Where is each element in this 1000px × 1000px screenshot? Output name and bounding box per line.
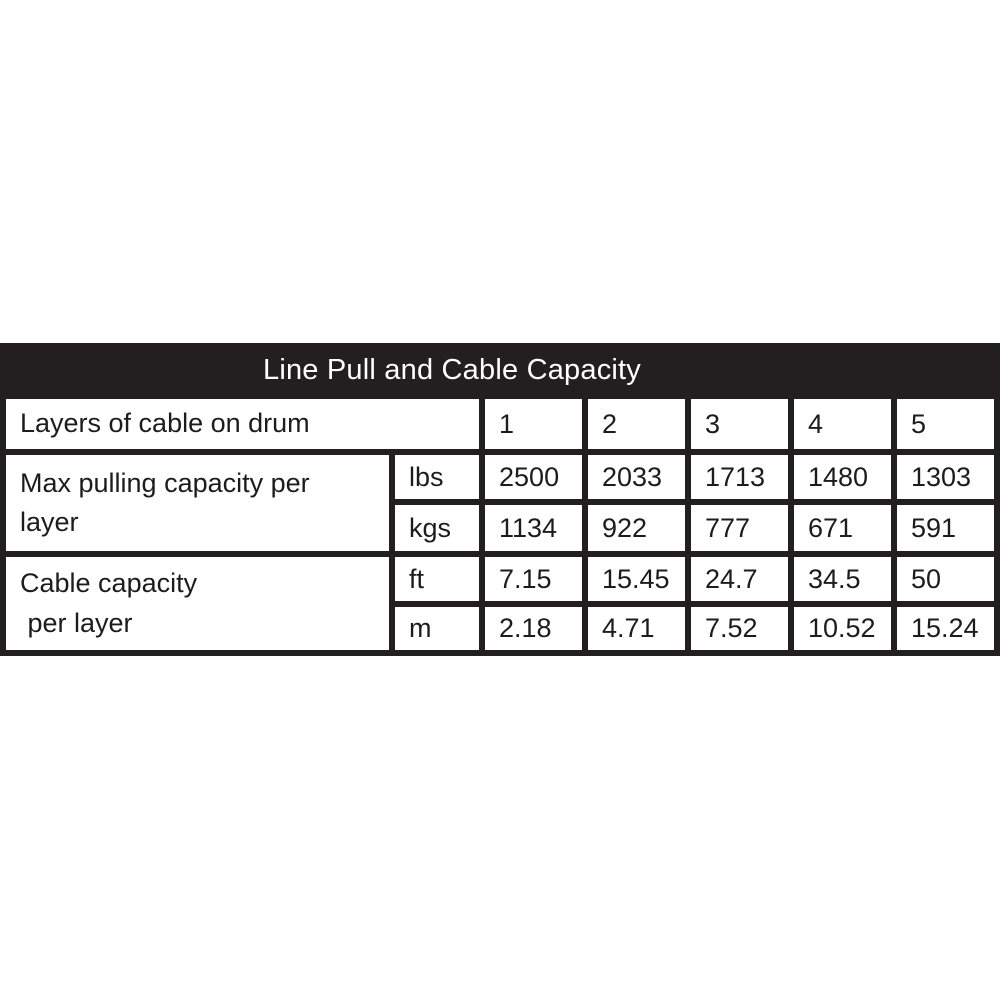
cable-capacity-m-layer-1: 2.18	[485, 607, 582, 650]
table-title-bar: Line Pull and Cable Capacity	[0, 343, 1000, 397]
max-pull-lbs-layer-3: 1713	[690, 455, 788, 499]
max-pull-lbs-layer-2: 2033	[588, 455, 685, 499]
layer-number-cell-2: 2	[588, 399, 685, 449]
unit-cell-m: m	[395, 607, 480, 650]
layer-number-cell-1: 1	[485, 399, 582, 449]
cable-capacity-ft-layer-2: 15.45	[588, 557, 685, 601]
cable-capacity-ft-layer-4: 34.5	[793, 557, 891, 601]
cable-capacity-m-layer-3: 7.52	[690, 607, 788, 650]
table-title: Line Pull and Cable Capacity	[263, 353, 641, 386]
layer-number-cell-4: 4	[793, 399, 891, 449]
table-row-max-pull-lbs: Max pulling capacity per layer lbs 2500 …	[6, 455, 994, 551]
unit-cell-kgs: kgs	[395, 505, 480, 551]
row-header-max-pulling-capacity: Max pulling capacity per layer	[6, 455, 389, 551]
table-row-layers: Layers of cable on drum 1 2 3 4 5	[6, 399, 994, 449]
unit-cell-ft: ft	[395, 557, 480, 601]
max-pull-lbs-layer-1: 2500	[485, 455, 582, 499]
cable-capacity-m-layer-4: 10.52	[793, 607, 891, 650]
row-header-layers: Layers of cable on drum	[6, 399, 480, 449]
table-row-cable-capacity-ft: Cable capacity per layer ft 7.15 15.45 2…	[6, 557, 994, 650]
row-header-cable-capacity: Cable capacity per layer	[6, 557, 389, 650]
cable-capacity-ft-layer-3: 24.7	[690, 557, 788, 601]
max-pull-kgs-layer-2: 922	[588, 505, 685, 551]
max-pull-kgs-layer-4: 671	[793, 505, 891, 551]
table-row-cable-capacity-m: m 2.18 4.71 7.52 10.52 15.24	[6, 607, 994, 650]
cable-capacity-ft-layer-1: 7.15	[485, 557, 582, 601]
capacity-grid: Layers of cable on drum 1 2 3 4 5 Max pu…	[0, 393, 1000, 656]
max-pull-lbs-layer-5: 1303	[896, 455, 994, 499]
table-row-max-pull-kgs: kgs 1134 922 777 671 591	[6, 505, 994, 551]
layer-number-cell-5: 5	[896, 399, 994, 449]
unit-cell-lbs: lbs	[395, 455, 480, 499]
layer-number-cell-3: 3	[690, 399, 788, 449]
max-pull-lbs-layer-4: 1480	[793, 455, 891, 499]
line-pull-capacity-table: Line Pull and Cable Capacity Layers of c…	[0, 343, 1000, 656]
max-pull-kgs-layer-3: 777	[690, 505, 788, 551]
cable-capacity-m-layer-5: 15.24	[896, 607, 994, 650]
max-pull-kgs-layer-5: 591	[896, 505, 994, 551]
max-pull-kgs-layer-1: 1134	[485, 505, 582, 551]
cable-capacity-ft-layer-5: 50	[896, 557, 994, 601]
cable-capacity-m-layer-2: 4.71	[588, 607, 685, 650]
